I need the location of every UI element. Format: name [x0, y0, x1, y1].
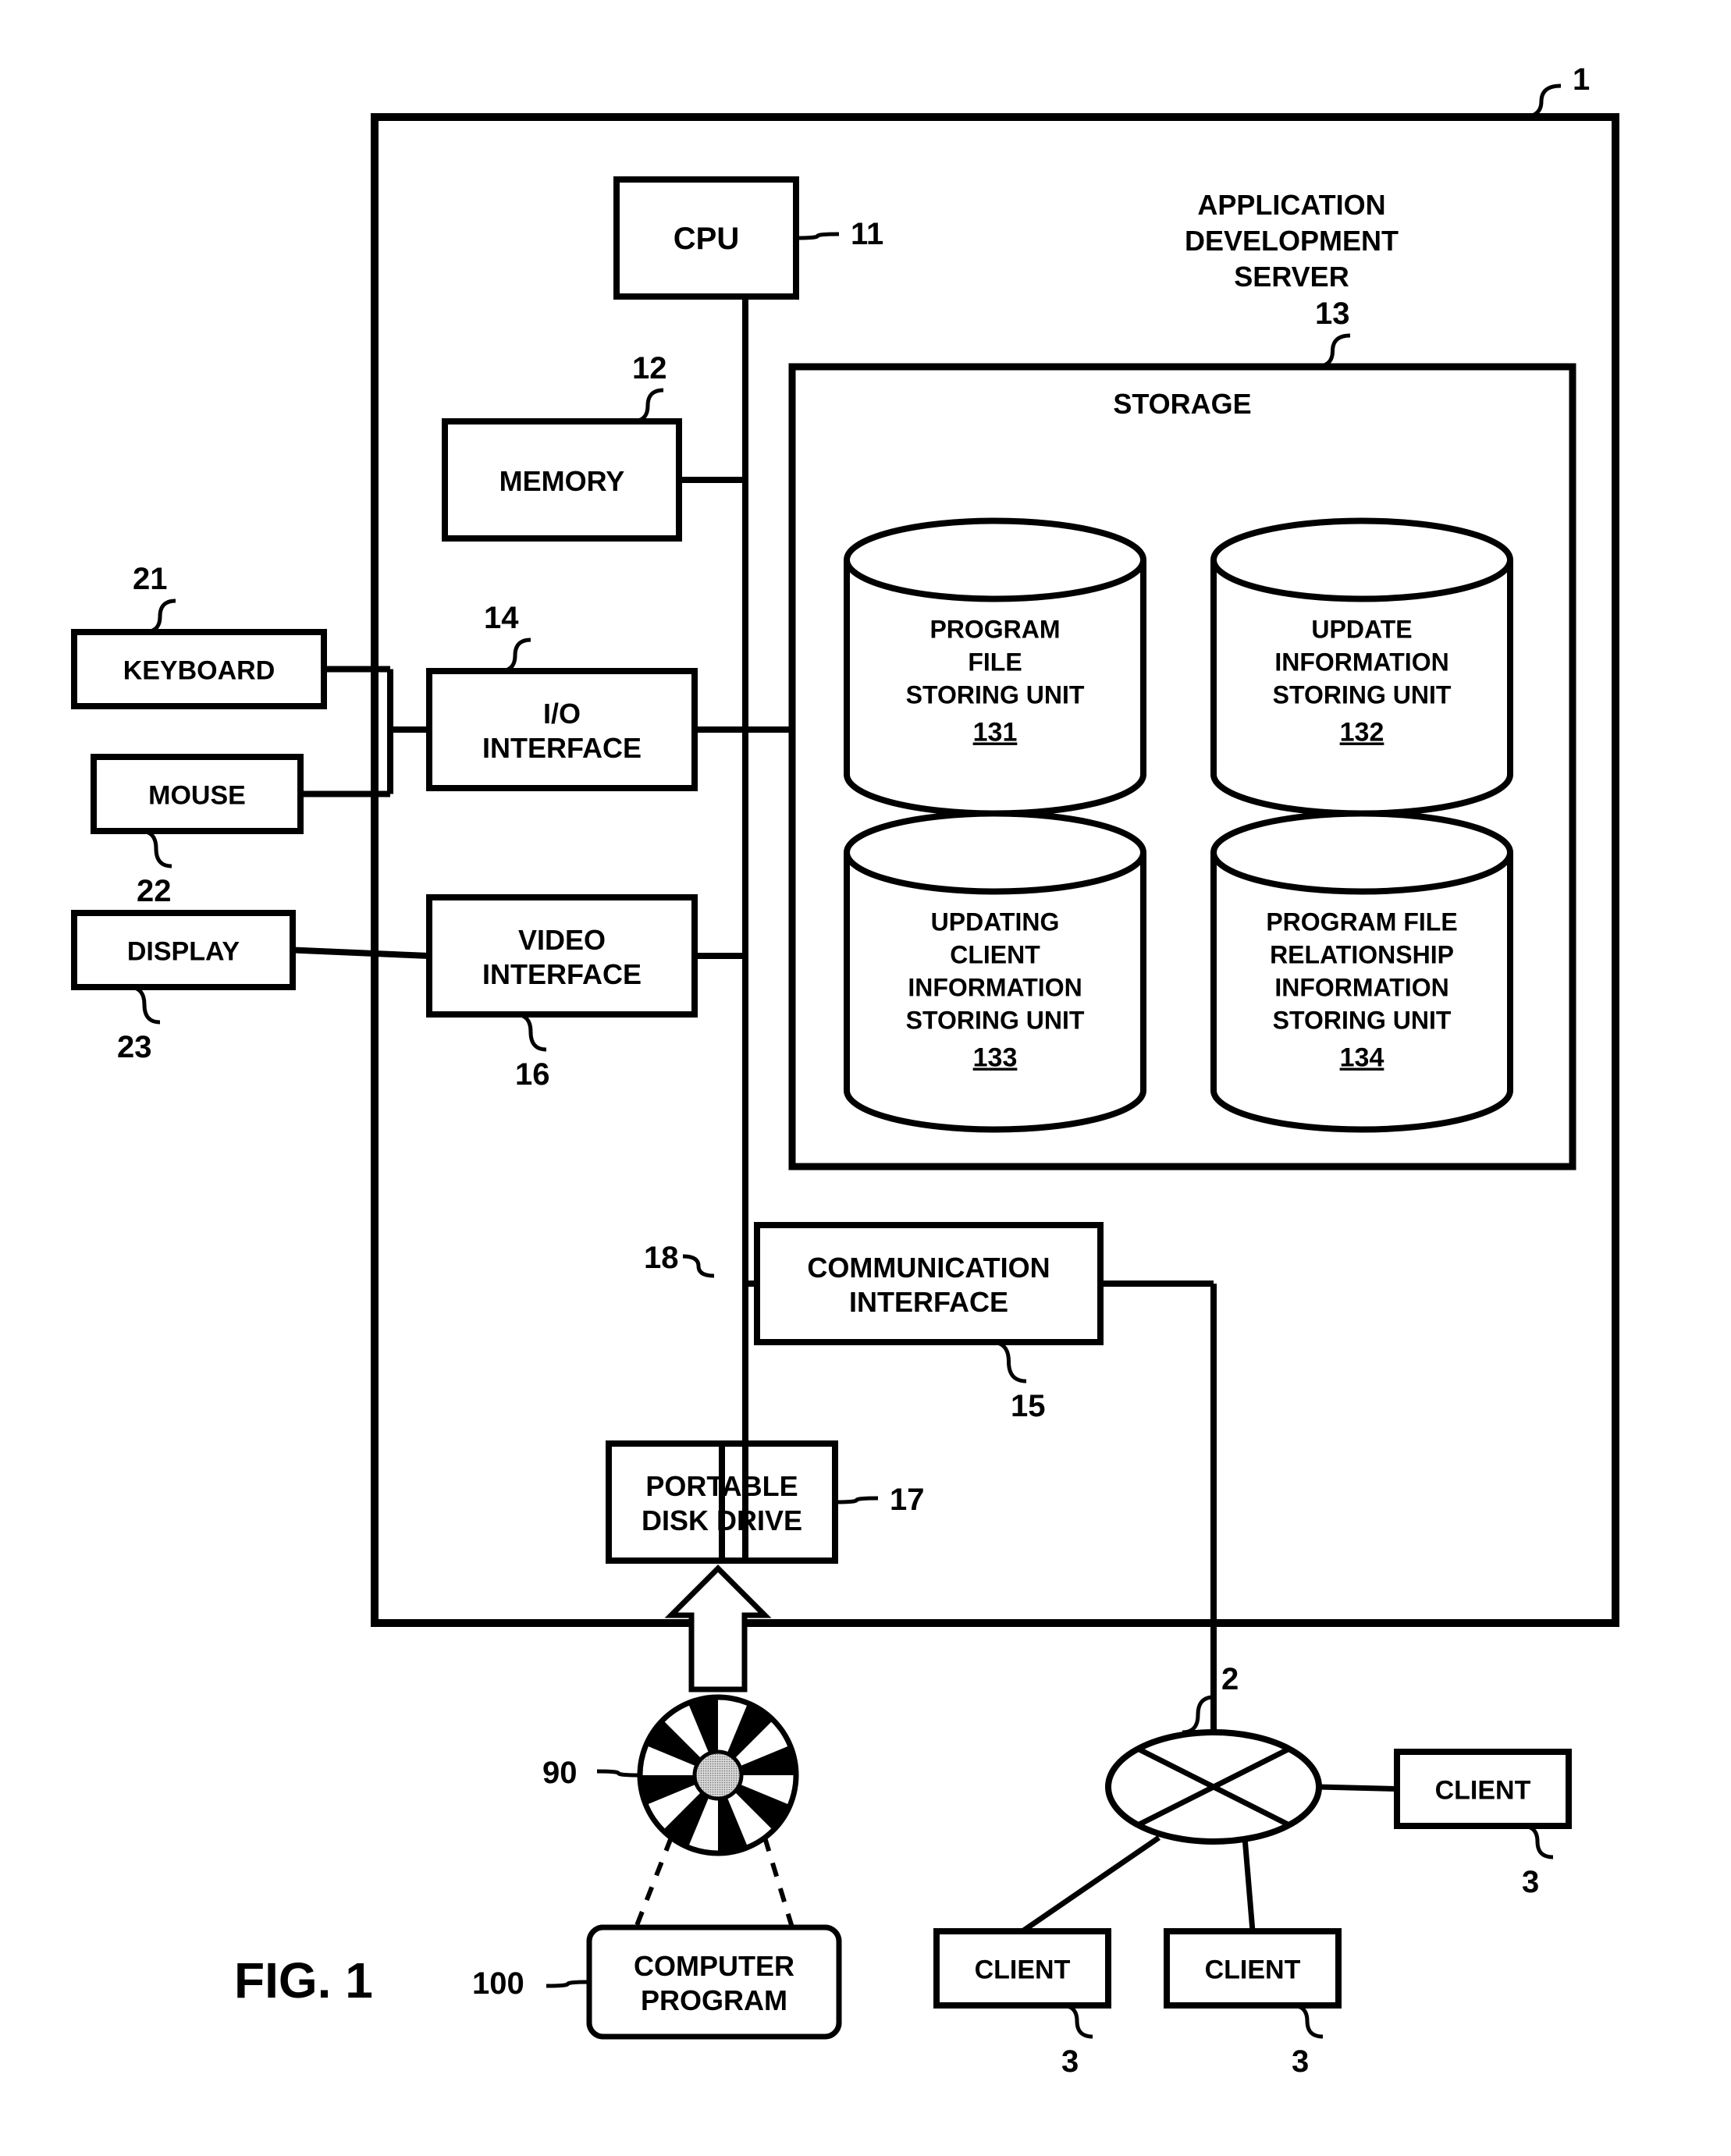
- svg-text:3: 3: [1061, 2044, 1079, 2079]
- svg-text:22: 22: [137, 874, 172, 908]
- svg-text:134: 134: [1340, 1043, 1384, 1073]
- svg-text:DISPLAY: DISPLAY: [127, 937, 240, 967]
- svg-text:18: 18: [644, 1241, 679, 1275]
- diagram-canvas: 1 APPLICATION DEVELOPMENT SERVER CPU 11 MEMORY…: [0, 0, 1731, 2156]
- svg-text:STORING UNIT: STORING UNIT: [906, 681, 1085, 709]
- svg-text:INFORMATION: INFORMATION: [1274, 648, 1448, 677]
- svg-text:COMMUNICATION: COMMUNICATION: [807, 1252, 1050, 1284]
- svg-text:STORING UNIT: STORING UNIT: [1273, 1007, 1452, 1035]
- svg-text:RELATIONSHIP: RELATIONSHIP: [1270, 941, 1454, 969]
- svg-text:132: 132: [1340, 718, 1384, 748]
- svg-text:23: 23: [117, 1030, 152, 1064]
- svg-text:CLIENT: CLIENT: [1435, 1776, 1531, 1806]
- svg-text:STORING UNIT: STORING UNIT: [1273, 681, 1452, 709]
- svg-text:INFORMATION: INFORMATION: [908, 974, 1082, 1002]
- svg-text:100: 100: [472, 1966, 524, 2001]
- svg-text:15: 15: [1011, 1389, 1046, 1423]
- svg-text:11: 11: [851, 217, 883, 251]
- svg-text:UPDATING: UPDATING: [931, 908, 1060, 936]
- svg-text:3: 3: [1292, 2044, 1309, 2079]
- svg-text:14: 14: [484, 601, 519, 635]
- svg-text:133: 133: [973, 1043, 1018, 1073]
- svg-text:1: 1: [1573, 62, 1590, 97]
- svg-text:CLIENT: CLIENT: [975, 1955, 1071, 1985]
- svg-text:STORAGE: STORAGE: [1113, 388, 1251, 420]
- svg-text:131: 131: [973, 718, 1018, 748]
- svg-text:13: 13: [1315, 297, 1350, 331]
- svg-text:STORING UNIT: STORING UNIT: [906, 1007, 1085, 1035]
- svg-text:DEVELOPMENT: DEVELOPMENT: [1185, 225, 1399, 257]
- svg-text:2: 2: [1221, 1662, 1239, 1696]
- svg-text:90: 90: [542, 1756, 578, 1790]
- svg-text:PROGRAM FILE: PROGRAM FILE: [1266, 908, 1457, 936]
- svg-text:MEMORY: MEMORY: [499, 465, 625, 497]
- svg-text:17: 17: [890, 1483, 925, 1517]
- svg-text:PROGRAM: PROGRAM: [641, 1984, 787, 2016]
- svg-text:FILE: FILE: [968, 648, 1022, 677]
- svg-text:CLIENT: CLIENT: [950, 941, 1040, 969]
- svg-text:MOUSE: MOUSE: [148, 781, 246, 811]
- svg-text:INTERFACE: INTERFACE: [482, 732, 642, 764]
- svg-text:KEYBOARD: KEYBOARD: [123, 656, 275, 686]
- svg-text:CPU: CPU: [674, 222, 739, 256]
- svg-text:INTERFACE: INTERFACE: [849, 1286, 1008, 1318]
- svg-text:INTERFACE: INTERFACE: [482, 958, 642, 990]
- svg-text:INFORMATION: INFORMATION: [1274, 974, 1448, 1002]
- svg-text:I/O: I/O: [543, 698, 581, 730]
- svg-text:21: 21: [133, 562, 168, 596]
- svg-text:SERVER: SERVER: [1234, 261, 1349, 293]
- svg-text:12: 12: [632, 351, 667, 385]
- svg-text:COMPUTER: COMPUTER: [634, 1950, 794, 1982]
- svg-text:PROGRAM: PROGRAM: [929, 616, 1060, 644]
- svg-text:CLIENT: CLIENT: [1205, 1955, 1301, 1985]
- svg-text:VIDEO: VIDEO: [518, 924, 606, 956]
- svg-text:UPDATE: UPDATE: [1311, 616, 1412, 644]
- svg-text:FIG. 1: FIG. 1: [234, 1952, 373, 2009]
- svg-text:3: 3: [1522, 1865, 1539, 1899]
- svg-text:16: 16: [515, 1057, 550, 1092]
- svg-text:APPLICATION: APPLICATION: [1197, 189, 1385, 221]
